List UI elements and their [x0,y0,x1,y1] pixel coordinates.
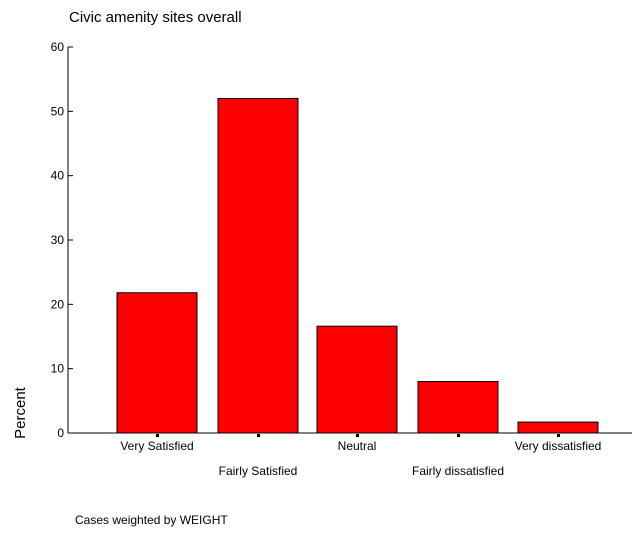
x-tick-label-1: Fairly Satisfied [219,464,298,478]
x-tick-label-4: Very dissatisfied [515,439,602,453]
y-tick-label-6: 60 [51,40,65,54]
x-tick-2 [356,434,359,437]
x-tick-0 [156,434,159,437]
x-tick-4 [557,434,560,437]
bar-1 [217,97,299,434]
y-axis-label: Percent [12,386,29,439]
plot-area: 0 10 20 30 40 50 60 Very Satisfied Fairly Satisf… [51,40,632,478]
bar-3 [417,381,499,434]
y-tick-label-1: 10 [51,362,65,376]
bar-0 [116,292,198,434]
x-tick-label-0: Very Satisfied [120,439,193,453]
x-tick-label-3: Fairly dissatisfied [412,464,504,478]
footnote: Cases weighted by WEIGHT [75,513,228,527]
bar-4 [517,421,599,434]
y-tick-label-5: 50 [51,104,65,118]
x-tick-3 [457,434,460,437]
y-tick-label-4: 40 [51,169,65,183]
x-tick-label-2: Neutral [338,439,377,453]
y-tick-label-2: 20 [51,297,65,311]
x-tick-1 [257,434,260,437]
y-tick-label-0: 0 [57,426,64,440]
y-tick-label-3: 30 [51,233,65,247]
chart-title: Civic amenity sites overall [69,9,242,26]
bar-2 [316,325,398,434]
